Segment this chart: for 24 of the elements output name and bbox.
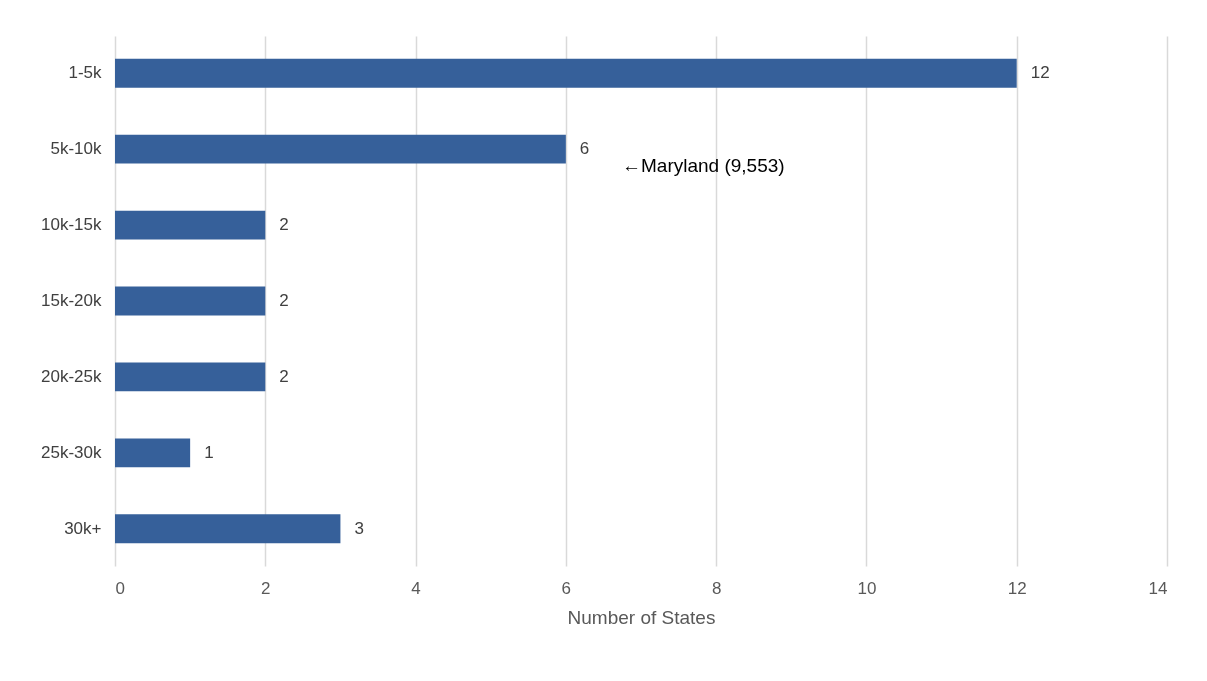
y-tick-label: 30k+: [64, 518, 102, 538]
y-tick-label: 25k-30k: [41, 442, 102, 462]
x-tick-label: 4: [411, 578, 421, 598]
y-tick-label: 1-5k: [68, 63, 102, 83]
x-tick-label: 14: [1148, 578, 1168, 598]
data-label: 12: [1030, 63, 1050, 83]
data-label: 6: [579, 139, 590, 159]
data-label: 2: [279, 291, 289, 310]
x-tick-label: 8: [711, 578, 722, 598]
y-tick-label: 10k-15k: [41, 215, 102, 235]
data-label: 1: [204, 442, 214, 462]
x-axis-title: Number of States: [567, 606, 716, 628]
y-tick-label: 5k-10k: [50, 139, 102, 159]
x-tick-label: 12: [1007, 578, 1027, 598]
x-tick-label: 6: [561, 578, 572, 598]
data-label: 3: [354, 518, 364, 538]
x-tick-label: 0: [115, 578, 125, 598]
data-label: 2: [279, 366, 289, 386]
x-tick-label: 10: [857, 578, 877, 598]
annotation: ←Maryland (9,553): [622, 155, 785, 176]
data-label: 2: [279, 215, 289, 235]
y-tick-label: 20k-25k: [41, 366, 102, 386]
x-tick-label: 2: [261, 578, 271, 598]
y-tick-label: 15k-20k: [41, 291, 102, 310]
